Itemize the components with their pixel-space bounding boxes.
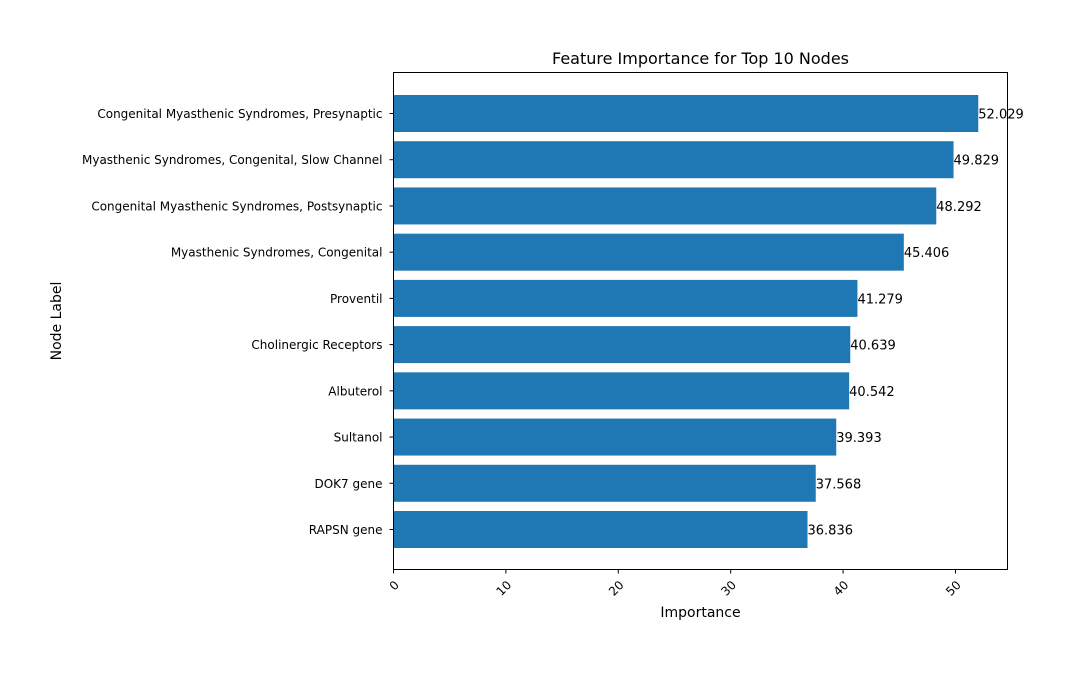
y-tick-label: Sultanol: [334, 431, 383, 445]
bar-value-label: 45.406: [904, 246, 950, 261]
bar: [393, 372, 850, 410]
x-tick-label: 50: [943, 578, 964, 599]
y-tick-label: Congenital Myasthenic Syndromes, Postsyn…: [91, 199, 382, 213]
bar: [393, 95, 979, 132]
bar-value-label: 41.279: [857, 292, 903, 307]
y-tick-label: RAPSN gene: [309, 523, 383, 537]
plot-frame: [393, 72, 1008, 570]
x-tick-label: 0: [387, 578, 402, 593]
x-tick-label: 30: [718, 578, 739, 599]
bar: [393, 279, 858, 317]
y-tick-label: Congenital Myasthenic Syndromes, Presyna…: [97, 107, 382, 121]
y-tick-label: Cholinergic Receptors: [251, 338, 382, 352]
y-tick-label: Albuterol: [328, 384, 382, 398]
y-axis-ticks: Congenital Myasthenic Syndromes, Presyna…: [82, 107, 394, 537]
x-tick-label: 20: [606, 578, 627, 599]
bar: [393, 233, 904, 271]
bar: [393, 464, 816, 502]
x-axis-label: Importance: [660, 605, 740, 621]
bar-value-label: 40.542: [849, 385, 895, 400]
y-tick-label: Myasthenic Syndromes, Congenital, Slow C…: [82, 153, 383, 167]
bar: [393, 326, 851, 364]
y-tick-label: Proventil: [330, 292, 383, 306]
chart-title: Feature Importance for Top 10 Nodes: [552, 49, 849, 68]
bars-group: [393, 95, 979, 548]
bar-value-label: 39.393: [836, 431, 882, 446]
x-axis-ticks: 0 10 20 30 40 50: [387, 569, 964, 599]
bar-value-label: 36.836: [808, 524, 854, 539]
bar-value-label: 40.639: [850, 339, 896, 354]
y-tick-label: Myasthenic Syndromes, Congenital: [171, 246, 383, 260]
bar-value-label: 52.029: [978, 108, 1024, 123]
bar: [393, 141, 954, 179]
bar-value-label: 48.292: [936, 200, 982, 215]
bar: [393, 511, 808, 548]
value-labels-group: 52.029 49.829 48.292 45.406 41.279 40.639 40.5…: [808, 108, 1024, 539]
x-tick-label: 40: [831, 578, 852, 599]
y-tick-label: DOK7 gene: [315, 477, 383, 491]
x-tick-label: 10: [494, 578, 515, 599]
bar: [393, 187, 937, 225]
bar-value-label: 49.829: [954, 154, 1000, 169]
bar-value-label: 37.568: [816, 477, 862, 492]
y-axis-label: Node Label: [49, 282, 65, 361]
bar: [393, 418, 837, 456]
